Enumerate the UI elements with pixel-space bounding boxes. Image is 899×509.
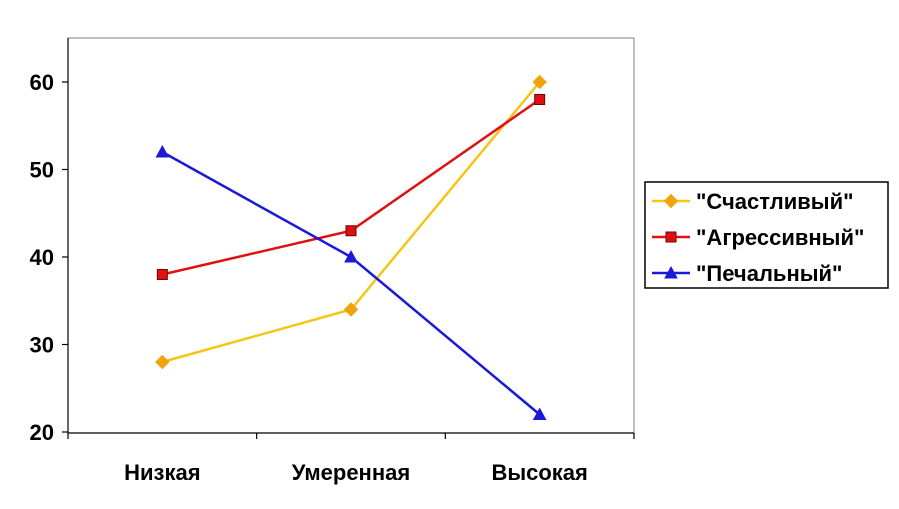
data-point [345, 225, 357, 237]
legend-marker [663, 193, 679, 209]
x-category-label: Высокая [491, 460, 587, 485]
legend-box [644, 181, 889, 289]
legend-label: "Счастливый" [696, 189, 854, 214]
data-point [155, 354, 170, 370]
data-point [532, 74, 547, 90]
data-point [156, 269, 168, 280]
series-group [155, 74, 547, 420]
data-point [155, 144, 170, 158]
y-tick-label: 20 [30, 420, 54, 445]
y-tick-label: 40 [30, 245, 54, 270]
y-tick-label: 50 [30, 158, 54, 183]
data-point [344, 249, 358, 263]
legend-marker [665, 231, 677, 243]
data-point [532, 407, 547, 420]
legend-label: "Печальный" [696, 261, 842, 286]
data-point [343, 302, 359, 317]
y-tick-label: 60 [30, 70, 54, 95]
legend-label: "Агрессивный" [696, 225, 864, 250]
x-category-label: Умеренная [292, 460, 410, 485]
legend-marker [664, 265, 678, 279]
x-category-label: Низкая [124, 460, 200, 485]
axes: 20 30 40 50 60 Низкая Умеренная Высокая [30, 38, 635, 485]
legend: "Счастливый" "Агрессивный" "Печальный" [644, 181, 889, 289]
data-point [534, 94, 546, 105]
y-tick-label: 30 [30, 333, 54, 358]
